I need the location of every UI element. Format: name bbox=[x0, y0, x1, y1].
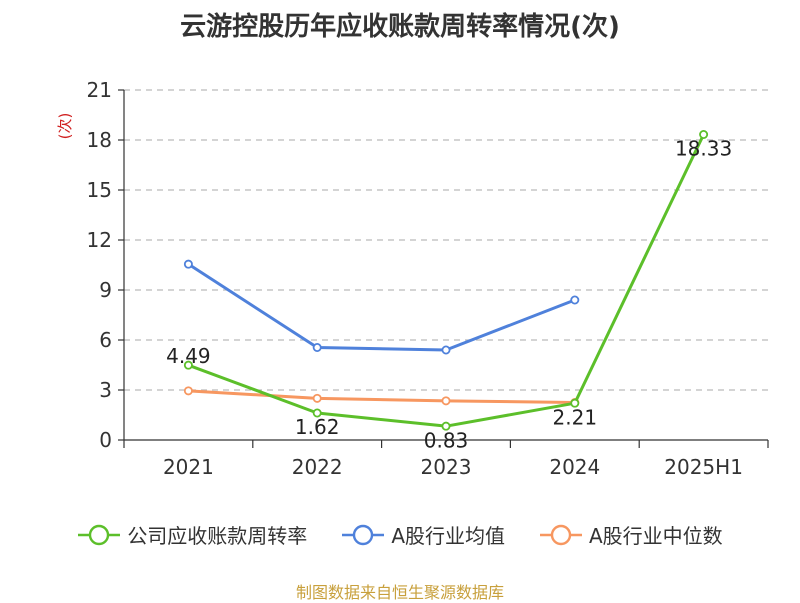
legend-item[interactable]: 公司应收账款周转率 bbox=[77, 520, 307, 549]
legend-swatch-icon bbox=[78, 524, 121, 545]
data-point bbox=[312, 342, 322, 352]
source-footer: 制图数据来自恒生聚源数据库 bbox=[295, 583, 504, 602]
y-tick-label: 3 bbox=[99, 378, 112, 402]
data-labels: 4.49 1.62 0.83 2.21 18.33 bbox=[166, 137, 732, 453]
data-point bbox=[441, 421, 451, 431]
legend-item[interactable]: A股行业中位数 bbox=[539, 520, 723, 549]
data-label: 18.33 bbox=[675, 137, 732, 161]
series-line bbox=[187, 133, 705, 428]
legend-swatch-marker bbox=[353, 524, 374, 545]
x-tick-label: 2021 bbox=[163, 455, 214, 479]
data-label: 0.83 bbox=[424, 428, 469, 452]
y-axis-unit-label: (次) bbox=[56, 113, 74, 140]
data-point bbox=[570, 398, 580, 408]
y-tick-label: 12 bbox=[87, 228, 112, 252]
legend-swatch-marker bbox=[89, 524, 110, 545]
y-tick-label: 18 bbox=[87, 128, 112, 152]
y-tick-label: 6 bbox=[99, 328, 112, 352]
series-line bbox=[187, 262, 576, 352]
legend-label: A股行业均值 bbox=[391, 524, 505, 548]
legend-label: 公司应收账款周转率 bbox=[127, 524, 308, 548]
x-tick-label: 2022 bbox=[292, 455, 343, 479]
data-point bbox=[441, 345, 451, 355]
x-tick-label: 2024 bbox=[549, 455, 600, 479]
legend-swatch-icon bbox=[342, 524, 385, 545]
data-point bbox=[699, 129, 709, 139]
data-point bbox=[570, 295, 580, 305]
legend-item[interactable]: A股行业均值 bbox=[341, 520, 505, 549]
data-label: 2.21 bbox=[553, 405, 598, 429]
legend-swatch-icon bbox=[540, 524, 582, 545]
legend: 公司应收账款周转率 A股行业均值 A股行业中位数 bbox=[0, 520, 800, 549]
x-tick-label: 2023 bbox=[421, 455, 472, 479]
data-label: 1.62 bbox=[295, 415, 340, 439]
legend-swatch-marker bbox=[550, 524, 572, 545]
x-tick-label: 2025H1 bbox=[664, 455, 743, 479]
y-tick-label: 0 bbox=[99, 428, 112, 452]
data-point bbox=[183, 259, 193, 269]
y-tick-label: 9 bbox=[99, 278, 112, 302]
axes: 0 3 6 9 12 15 18 21 2021 2022 2023 2024 2025H1 bbox=[87, 78, 769, 479]
legend-label: A股行业中位数 bbox=[589, 524, 723, 548]
chart-title: 云游控股历年应收账款周转率情况(次) bbox=[180, 12, 620, 42]
data-label: 4.49 bbox=[166, 344, 211, 368]
data-point bbox=[312, 393, 322, 403]
y-tick-label: 15 bbox=[87, 178, 112, 202]
data-point bbox=[183, 386, 193, 396]
series-lines bbox=[183, 129, 709, 431]
y-tick-label: 21 bbox=[87, 78, 112, 102]
grid-lines bbox=[124, 89, 768, 391]
data-point bbox=[312, 408, 322, 418]
data-point bbox=[441, 396, 451, 406]
data-point bbox=[183, 360, 193, 370]
series-line bbox=[188, 389, 575, 404]
